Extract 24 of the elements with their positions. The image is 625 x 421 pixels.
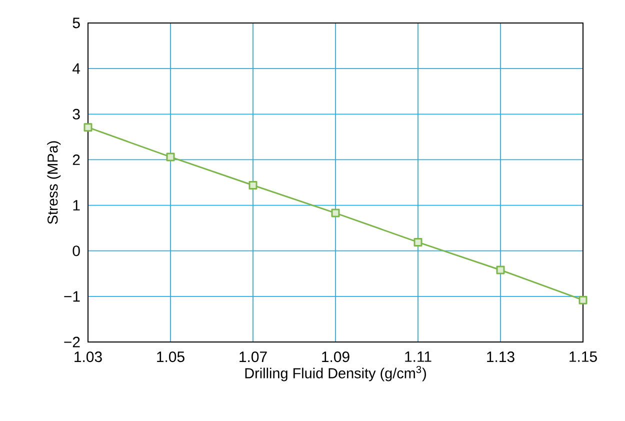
point xyxy=(578,296,588,304)
x-tick-label: 1.05 xyxy=(157,352,184,362)
y-tick-label: 3 xyxy=(72,108,80,120)
point xyxy=(166,152,175,162)
x-tick-label: 1.09 xyxy=(322,352,350,362)
x-tick-label: 1.07 xyxy=(240,352,267,362)
x-tick-label: 1.03 xyxy=(74,352,102,362)
y-tick-label: 1 xyxy=(73,200,80,210)
point xyxy=(331,208,340,218)
y-tick-label: −2 xyxy=(64,336,80,348)
x-axis-title: Drilling Fluid Density (g/cm$^{3}$) xyxy=(245,366,426,382)
x-tick-label: 1.11 xyxy=(405,352,432,362)
y-axis-title: Stress (MPa) xyxy=(47,141,61,224)
point xyxy=(496,266,505,274)
y-tick-label: −1 xyxy=(64,291,80,302)
y-tick-label: 2 xyxy=(72,154,80,165)
point xyxy=(248,180,258,190)
x-tick-label: 1.15 xyxy=(570,352,597,362)
y-tick-label: 5 xyxy=(72,18,80,28)
point xyxy=(84,123,92,132)
y-tick-label: 4 xyxy=(72,63,80,74)
point xyxy=(414,238,422,246)
y-tick-label: 0 xyxy=(72,246,80,256)
x-tick-label: 1.13 xyxy=(487,352,514,362)
